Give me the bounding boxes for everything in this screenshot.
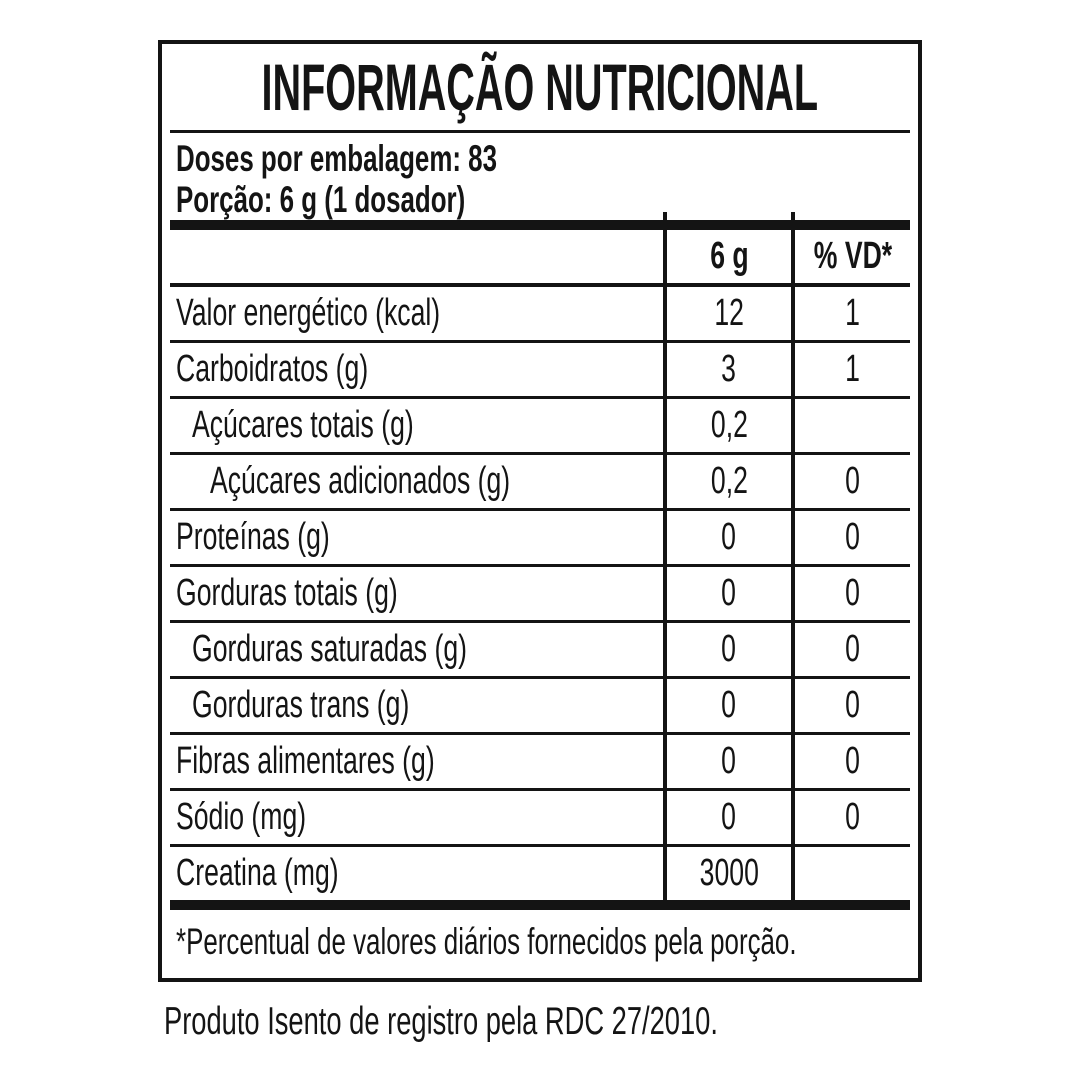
table-bottom-bar: [170, 900, 910, 910]
amount-value: 0,2: [663, 455, 791, 508]
amount-value: 0: [663, 567, 791, 620]
table-row: Fibras alimentares (g) 0 0: [170, 735, 910, 791]
nutrient-label: Sódio (mg): [176, 796, 307, 838]
nutrition-facts-panel: INFORMAÇÃO NUTRICIONAL Doses por embalag…: [158, 40, 922, 982]
serving-info: Doses por embalagem: 83 Porção: 6 g (1 d…: [162, 133, 918, 220]
dv-value: 1: [791, 343, 910, 396]
table-row: Creatina (mg) 3000: [170, 847, 910, 900]
nutrient-label: Fibras alimentares (g): [176, 740, 435, 782]
nutrient-label: Carboidratos (g): [176, 348, 369, 390]
table-row: Gorduras trans (g) 0 0: [170, 679, 910, 735]
nutrient-label: Valor energético (kcal): [176, 292, 441, 334]
header-dv-cell: % VD*: [791, 230, 910, 283]
panel-title-text: INFORMAÇÃO NUTRICIONAL: [261, 50, 819, 124]
nutrient-label: Açúcares adicionados (g): [210, 460, 511, 502]
nutrient-label: Proteínas (g): [176, 516, 330, 558]
header-blank-cell: [170, 230, 663, 283]
nutrient-label: Gorduras saturadas (g): [192, 628, 467, 670]
header-amount-cell: 6 g: [663, 230, 791, 283]
dv-value: 0: [791, 791, 910, 844]
table-header-row: 6 g % VD*: [170, 230, 910, 287]
portion-size: Porção: 6 g (1 dosador): [176, 179, 466, 220]
dv-footnote: *Percentual de valores diários fornecido…: [176, 921, 797, 962]
title-divider: [170, 130, 910, 133]
dv-value: 0: [791, 679, 910, 732]
dv-value: 0: [791, 455, 910, 508]
amount-value: 0: [663, 791, 791, 844]
table-row: Açúcares adicionados (g) 0,2 0: [170, 455, 910, 511]
table-row: Valor energético (kcal) 12 1: [170, 287, 910, 343]
dv-value: [791, 399, 910, 452]
table-row: Carboidratos (g) 3 1: [170, 343, 910, 399]
dv-value: [791, 847, 910, 900]
table-row: Sódio (mg) 0 0: [170, 791, 910, 847]
nutrient-label: Açúcares totais (g): [192, 404, 414, 446]
nutrient-label: Creatina (mg): [176, 852, 339, 894]
nutrient-label: Gorduras totais (g): [176, 572, 398, 614]
dv-value: 0: [791, 511, 910, 564]
table-row: Proteínas (g) 0 0: [170, 511, 910, 567]
amount-value: 3: [663, 343, 791, 396]
table-row: Gorduras totais (g) 0 0: [170, 567, 910, 623]
table-top-bar: [170, 212, 910, 230]
amount-value: 0: [663, 679, 791, 732]
amount-value: 3000: [663, 847, 791, 900]
dv-value: 0: [791, 567, 910, 620]
table-row: Açúcares totais (g) 0,2: [170, 399, 910, 455]
dv-value: 0: [791, 735, 910, 788]
amount-value: 0: [663, 511, 791, 564]
column-divider-stub: [791, 212, 795, 220]
amount-value: 0,2: [663, 399, 791, 452]
amount-value: 12: [663, 287, 791, 340]
nutrient-label: Gorduras trans (g): [192, 684, 410, 726]
amount-value: 0: [663, 623, 791, 676]
dv-value: 1: [791, 287, 910, 340]
nutrition-table: 6 g % VD* Valor energético (kcal) 12 1 C…: [170, 230, 910, 900]
column-divider-stub: [663, 212, 667, 220]
panel-title: INFORMAÇÃO NUTRICIONAL: [162, 44, 918, 130]
servings-per-container: Doses por embalagem: 83: [176, 138, 497, 179]
table-row: Gorduras saturadas (g) 0 0: [170, 623, 910, 679]
registration-note: Produto Isento de registro pela RDC 27/2…: [164, 1000, 718, 1043]
amount-value: 0: [663, 735, 791, 788]
dv-value: 0: [791, 623, 910, 676]
